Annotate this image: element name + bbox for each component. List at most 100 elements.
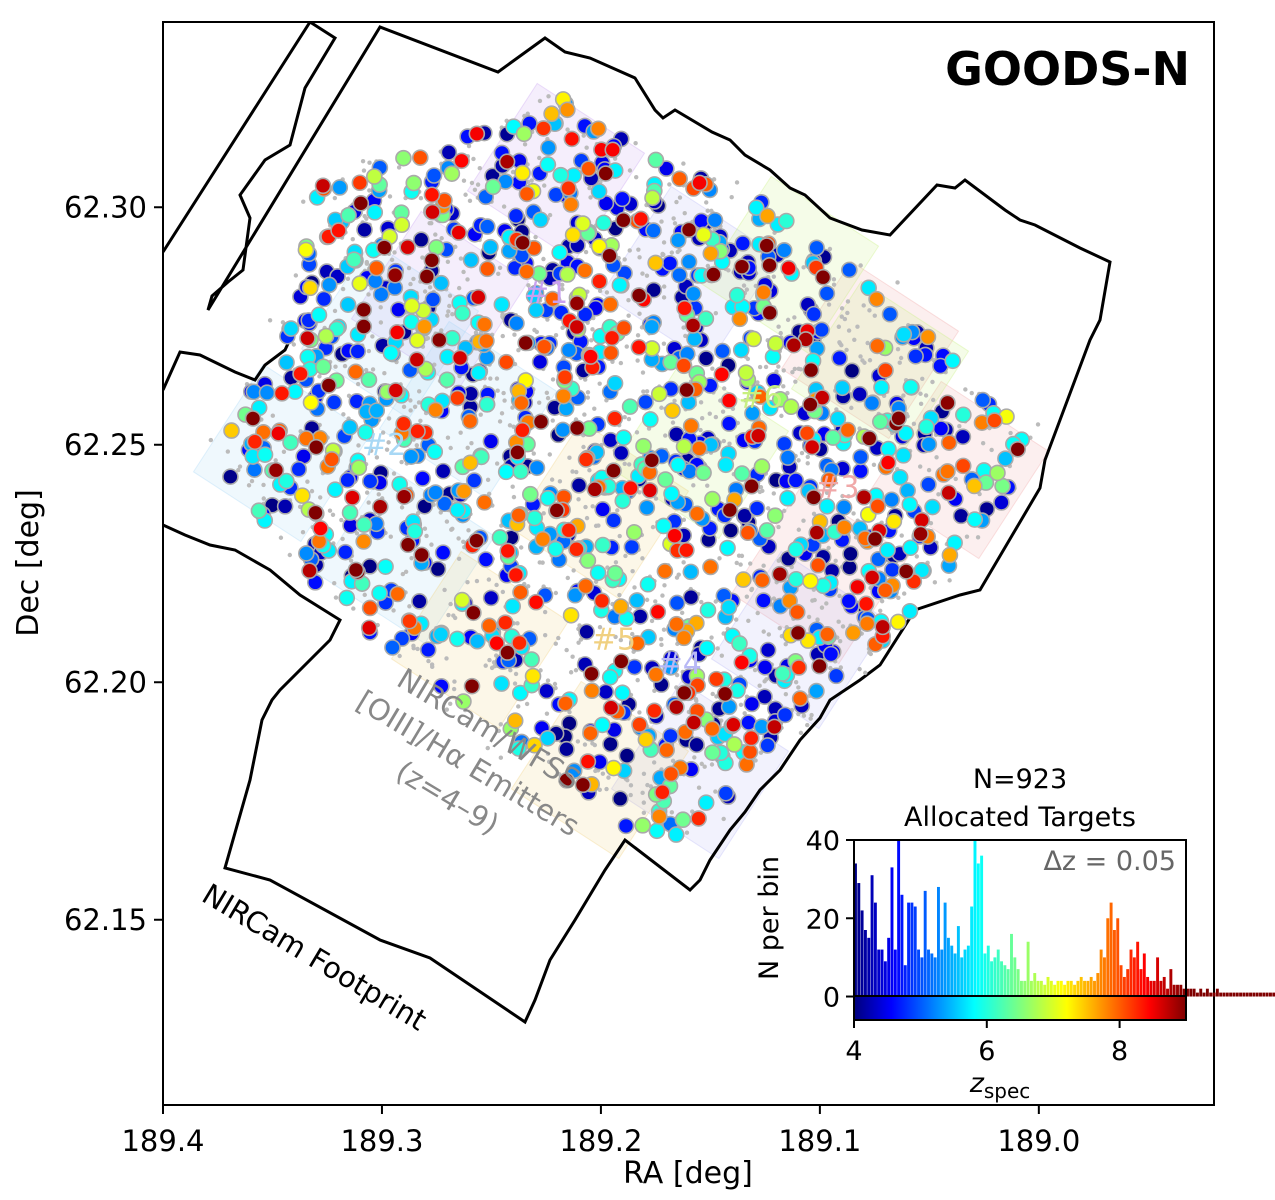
target-point [919, 328, 937, 346]
target-point [685, 285, 702, 303]
target-point [920, 476, 937, 493]
histogram-bar [1066, 980, 1070, 997]
candidate-point [380, 430, 386, 435]
histogram-bar [1129, 949, 1133, 997]
target-point [326, 481, 344, 498]
target-point [637, 731, 655, 748]
candidate-point [411, 643, 416, 649]
candidate-point [364, 216, 369, 221]
target-point [597, 165, 614, 182]
candidate-point [546, 759, 552, 764]
candidate-point [261, 496, 266, 501]
inset-x-title-sub: spec [984, 1079, 1030, 1103]
candidate-point [571, 568, 576, 573]
target-point [576, 262, 594, 279]
target-point [719, 539, 736, 557]
target-point [387, 382, 405, 399]
histogram-bar [1083, 980, 1086, 997]
candidate-point [497, 419, 503, 424]
histogram-bar [980, 855, 984, 997]
histogram-bar [1195, 992, 1199, 997]
inset-title-line-1: N=923 [973, 764, 1067, 795]
candidate-point [516, 704, 521, 709]
target-point [339, 296, 357, 313]
candidate-point [805, 461, 810, 466]
target-point [351, 275, 369, 292]
target-point [557, 695, 574, 712]
histogram-bar [1189, 988, 1193, 997]
candidate-point [485, 745, 490, 751]
target-point [635, 437, 652, 455]
target-point [299, 329, 316, 347]
histogram-bar [1069, 980, 1073, 997]
target-point [601, 668, 619, 686]
candidate-point [461, 178, 467, 183]
candidate-point [309, 488, 315, 494]
target-point [278, 354, 295, 371]
target-point [360, 371, 378, 389]
candidate-point [670, 758, 676, 764]
candidate-point [576, 497, 581, 502]
allocated-targets [222, 91, 1030, 843]
target-point [267, 461, 285, 479]
target-point [468, 125, 486, 143]
target-point [270, 425, 287, 442]
target-point [582, 724, 599, 742]
target-point [702, 245, 720, 262]
target-point [448, 630, 466, 648]
candidate-point [471, 156, 476, 162]
histogram-bar [943, 902, 947, 997]
target-point [294, 487, 311, 504]
candidate-point [796, 527, 802, 532]
candidate-point [498, 722, 503, 727]
target-point [455, 693, 472, 710]
target-point [913, 562, 931, 579]
target-point [708, 670, 725, 688]
target-point [813, 321, 830, 339]
target-point [728, 286, 746, 304]
candidate-point [694, 698, 699, 703]
candidate-point [483, 663, 488, 668]
candidate-point [839, 306, 845, 311]
candidate-point [590, 327, 595, 332]
target-point [352, 195, 370, 212]
candidate-point [806, 614, 812, 620]
target-point [450, 224, 468, 241]
candidate-point [674, 575, 680, 580]
candidate-point [760, 488, 765, 494]
y-tick-label: 62.30 [64, 190, 147, 224]
target-point [630, 338, 648, 356]
candidate-point [947, 578, 952, 583]
candidate-point [360, 158, 366, 164]
target-point [432, 626, 450, 643]
target-point [639, 575, 657, 593]
target-point [349, 343, 367, 360]
histogram-bar [1235, 992, 1239, 997]
target-point [805, 305, 823, 323]
target-point [534, 530, 552, 548]
target-point [540, 139, 557, 157]
candidate-point [399, 505, 405, 510]
target-point [733, 465, 751, 482]
candidate-point [842, 316, 848, 322]
candidate-point [626, 416, 632, 422]
candidate-point [792, 315, 797, 320]
candidate-point [416, 400, 422, 405]
candidate-point [588, 195, 593, 200]
candidate-point [472, 187, 478, 192]
candidate-point [729, 194, 734, 200]
candidate-point [444, 707, 450, 712]
candidate-point [644, 273, 650, 278]
target-point [682, 417, 700, 435]
candidate-point [902, 591, 907, 596]
histogram-bar [1106, 918, 1110, 997]
bin-width-label: Δz = 0.05 [1043, 846, 1176, 877]
candidate-point [720, 409, 726, 414]
candidate-point [626, 462, 632, 467]
target-point [720, 599, 738, 616]
target-point [787, 472, 805, 489]
target-point [453, 591, 471, 609]
candidate-point [696, 785, 702, 790]
target-point [778, 212, 795, 230]
